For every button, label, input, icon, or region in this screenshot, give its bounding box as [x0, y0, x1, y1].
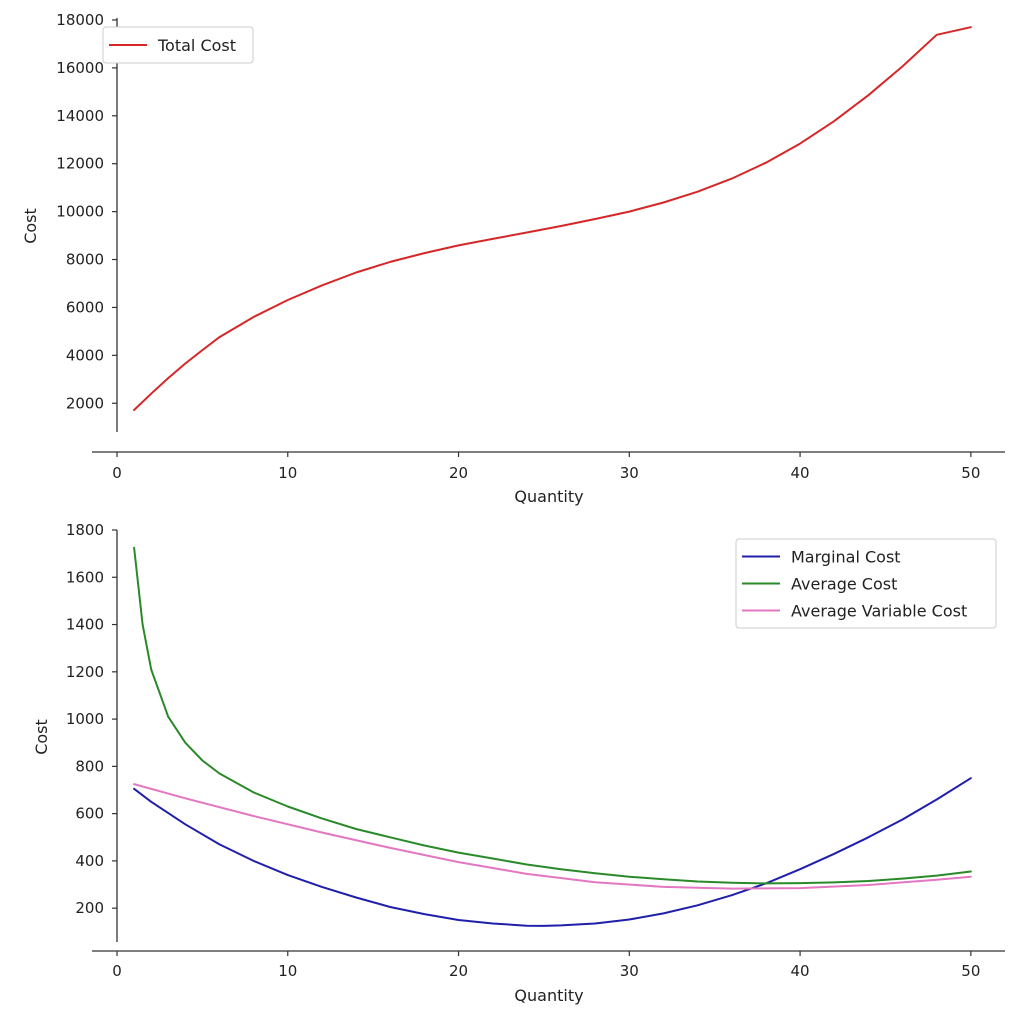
y-tick-label: 600: [75, 805, 104, 823]
y-tick-label: 1000: [66, 710, 104, 728]
y-axis-title: Cost: [21, 208, 40, 244]
legend-entry: Marginal Cost: [791, 548, 901, 567]
y-tick-label: 12000: [56, 155, 104, 173]
legend-entry: Average Cost: [791, 575, 897, 594]
legend-entry: Average Variable Cost: [791, 602, 967, 621]
x-tick-label: 50: [961, 962, 980, 980]
y-tick-label: 800: [75, 757, 104, 775]
series-line-average-variable-cost: [133, 783, 972, 890]
y-tick-label: 18000: [56, 11, 104, 29]
y-tick-label: 6000: [66, 298, 104, 316]
y-tick-label: 14000: [56, 107, 104, 125]
x-tick-label: 50: [961, 464, 980, 482]
y-tick-label: 1200: [66, 663, 104, 681]
x-tick-label: 10: [278, 962, 297, 980]
y-tick-label: 1800: [66, 521, 104, 539]
y-tick-label: 1400: [66, 616, 104, 634]
x-axis-title: Quantity: [514, 986, 583, 1005]
y-tick-label: 200: [75, 899, 104, 917]
legend-box: [102, 26, 254, 64]
unit-cost-panel: 200 400 600 800 1000 1200 1400 1600 1800 0 10 20 30 4…: [32, 521, 1005, 1005]
series-line-marginal-cost: [133, 777, 972, 927]
legend-entry: Total Cost: [157, 36, 236, 55]
y-tick-label: 1600: [66, 568, 104, 586]
series-line-total-cost: [133, 26, 972, 411]
x-tick-label: 40: [791, 962, 810, 980]
x-tick-label: 20: [449, 464, 468, 482]
x-tick-label: 40: [791, 464, 810, 482]
x-tick-label: 0: [112, 464, 122, 482]
legend-box: [735, 538, 997, 629]
total-cost-panel: 2000 4000 6000 8000 10000 12000 14000 16000 1800…: [21, 11, 1005, 506]
y-tick-label: 8000: [66, 251, 104, 269]
series-line-average-cost: [133, 546, 972, 885]
y-tick-label: 10000: [56, 203, 104, 221]
y-tick-label: 400: [75, 852, 104, 870]
x-tick-label: 0: [112, 962, 122, 980]
x-axis-title: Quantity: [514, 487, 583, 506]
y-tick-label: 2000: [66, 394, 104, 412]
y-tick-label: 16000: [56, 59, 104, 77]
x-tick-label: 20: [449, 962, 468, 980]
y-axis-title: Cost: [32, 719, 51, 755]
x-tick-label: 30: [620, 962, 639, 980]
x-tick-label: 10: [278, 464, 297, 482]
x-tick-label: 30: [620, 464, 639, 482]
y-tick-label: 4000: [66, 346, 104, 364]
